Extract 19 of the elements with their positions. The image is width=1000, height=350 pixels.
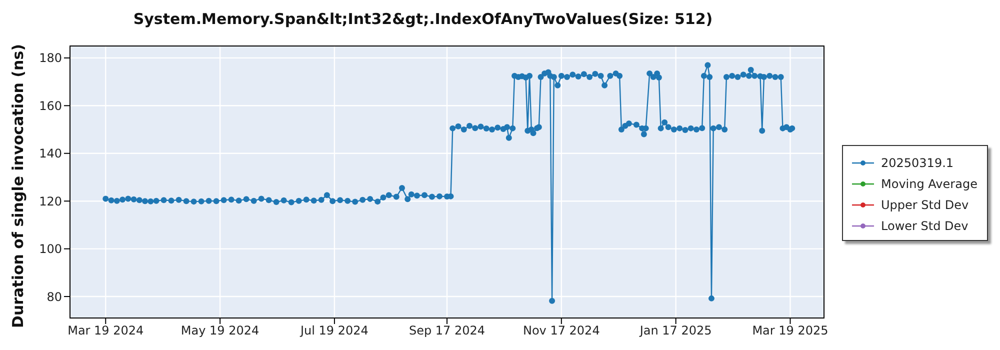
y-axis-title: Duration of single invocation (ns)	[9, 44, 27, 328]
y-tick-label: 100	[39, 242, 62, 256]
x-tick-label: Nov 17 2024	[522, 324, 600, 338]
x-tick-label: Mar 19 2024	[68, 324, 144, 338]
y-tick-label: 120	[39, 194, 62, 208]
legend-label: Moving Average	[881, 176, 978, 190]
chart-title: System.Memory.Span&lt;Int32&gt;.IndexOfAnyTwoValues(Size: 512)	[132, 9, 714, 30]
y-tick-label: 180	[39, 51, 62, 66]
x-tick-label: Mar 19 2025	[752, 324, 828, 338]
legend-label: Upper Std Dev	[881, 198, 969, 212]
y-tick-label: 140	[39, 146, 62, 161]
y-tick-label: 160	[39, 98, 62, 113]
x-tick-label: Jan 17 2025	[638, 324, 712, 338]
legend-label: 20250319.1	[881, 156, 954, 170]
x-tick-label: May 19 2024	[180, 324, 260, 338]
x-tick-label: Jul 19 2024	[300, 324, 368, 338]
y-tick-label: 80	[46, 290, 62, 304]
legend-label: Lower Std Dev	[881, 218, 968, 232]
x-tick-label: Sep 17 2024	[408, 324, 486, 338]
